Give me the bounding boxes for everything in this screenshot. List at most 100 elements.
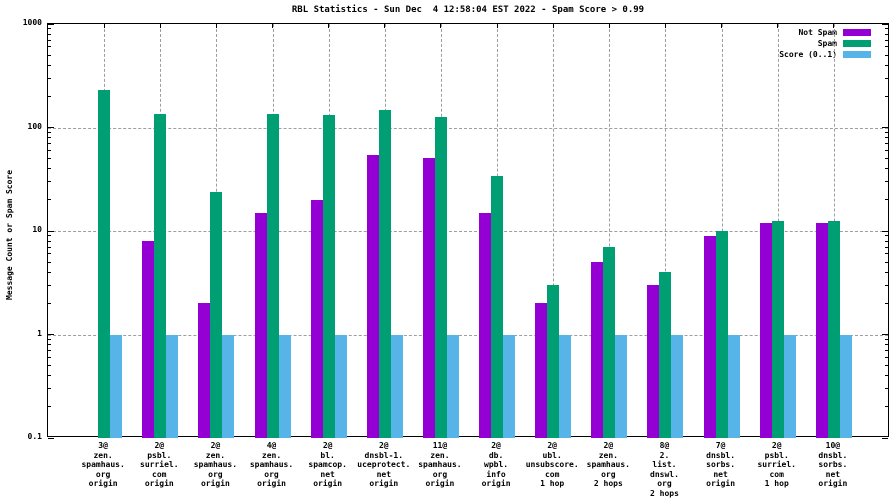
spam-bar xyxy=(715,231,728,438)
legend: Not Spam Spam Score (0..1) xyxy=(779,27,871,60)
x-tick-label-line: org xyxy=(601,469,616,479)
gridline-horizontal xyxy=(48,334,888,336)
x-tick-label: 2@ zen. spamhaus. org 2 hops xyxy=(578,441,638,489)
x-tick-label-line: 8@ xyxy=(659,441,670,450)
y-axis-label: Message Count or Spam Score xyxy=(5,169,14,300)
not-spam-bar xyxy=(535,303,548,438)
y-minor-tick xyxy=(48,181,51,183)
x-tick-label-line: origin xyxy=(313,479,343,488)
x-tick-label-line: origin xyxy=(144,479,174,488)
legend-swatch-not-spam xyxy=(843,29,871,36)
legend-label-score: Score (0..1) xyxy=(779,50,837,59)
not-spam-bar xyxy=(198,303,211,438)
x-tick xyxy=(272,24,274,28)
x-tick-label-line: org xyxy=(657,479,672,488)
y-minor-tick xyxy=(885,143,888,145)
y-minor-tick xyxy=(885,149,888,151)
x-tick-label-line: zen. xyxy=(93,450,113,460)
score-bar xyxy=(615,334,628,438)
y-minor-tick xyxy=(885,344,888,346)
y-tick-label: 1000 xyxy=(22,18,42,27)
gridline-vertical xyxy=(721,24,723,436)
x-tick-label: 2@ dnsbl-1. uceprotect. net origin xyxy=(354,441,414,489)
not-spam-bar xyxy=(479,212,492,438)
x-tick-label: 2@ bl. spamcop. net origin xyxy=(298,441,358,489)
x-tick xyxy=(496,24,498,28)
y-minor-tick xyxy=(48,95,51,97)
y-minor-tick xyxy=(48,158,51,160)
x-tick-label-line: psbl. xyxy=(147,450,172,460)
y-minor-tick xyxy=(48,28,51,30)
spam-bar xyxy=(98,90,111,438)
y-minor-tick xyxy=(885,271,888,273)
x-tick-label-line: com xyxy=(544,469,560,479)
y-tick-label: 1 xyxy=(37,328,42,338)
not-spam-bar xyxy=(703,235,716,438)
spam-bar xyxy=(771,220,784,438)
x-tick-label-line: net xyxy=(713,469,728,479)
not-spam-bar xyxy=(366,155,379,438)
y-minor-tick xyxy=(885,131,888,133)
x-tick-label-line: spamhaus. xyxy=(193,460,238,469)
y-minor-tick xyxy=(885,95,888,97)
y-minor-tick xyxy=(48,284,51,286)
y-minor-tick xyxy=(885,284,888,286)
x-tick-label-line: spamcop. xyxy=(308,460,347,469)
y-major-tick xyxy=(48,23,54,25)
spam-bar xyxy=(659,272,672,438)
x-tick xyxy=(664,24,666,28)
y-minor-tick xyxy=(48,199,51,201)
x-tick-label-line: org xyxy=(264,469,279,479)
x-tick-label: 10@ dnsbl. sorbs. net origin xyxy=(803,441,863,489)
x-tick-label-line: 2@ xyxy=(322,441,333,450)
x-tick-label-line: 2@ xyxy=(210,441,221,450)
y-minor-tick xyxy=(885,375,888,377)
gridline-horizontal xyxy=(48,231,888,232)
x-tick-label-line: surriel. xyxy=(757,460,796,469)
x-tick-label-line: 2@ xyxy=(154,441,165,450)
y-minor-tick xyxy=(48,253,51,255)
y-minor-tick xyxy=(885,246,888,248)
x-tick-label-line: origin xyxy=(481,479,511,488)
y-minor-tick xyxy=(48,246,51,248)
x-tick-label-line: dnsbl. xyxy=(818,450,848,460)
x-tick-label: 3@ zen. spamhaus. org origin xyxy=(73,441,133,489)
y-major-tick xyxy=(48,334,54,335)
y-minor-tick xyxy=(48,137,51,139)
x-tick-label-line: com xyxy=(769,469,784,479)
x-tick-label-line: 2@ xyxy=(547,441,557,450)
gridline-horizontal xyxy=(48,127,888,129)
y-minor-tick xyxy=(48,54,51,56)
x-tick-label: 11@ zen. spamhaus. org origin xyxy=(410,441,470,489)
x-tick xyxy=(103,24,105,28)
not-spam-bar xyxy=(591,262,604,438)
not-spam-bar xyxy=(815,222,828,438)
score-bar xyxy=(559,334,572,438)
y-minor-tick xyxy=(48,344,51,346)
score-bar xyxy=(110,334,123,438)
x-tick-label-line: zen. xyxy=(261,450,282,460)
y-minor-tick xyxy=(885,261,888,263)
y-minor-tick xyxy=(885,253,888,255)
x-tick-label-line: wpbl. xyxy=(484,460,509,469)
x-tick xyxy=(833,24,835,28)
legend-label-spam: Spam xyxy=(817,39,837,48)
y-minor-tick xyxy=(48,302,51,304)
y-minor-tick xyxy=(885,181,888,183)
y-minor-tick xyxy=(48,388,51,390)
spam-bar xyxy=(154,114,167,438)
spam-bar xyxy=(378,109,391,438)
x-tick-label: 2@ zen. spamhaus. org origin xyxy=(185,441,245,489)
x-tick-label-line: zen. xyxy=(430,450,450,460)
x-tick-label-line: bl. xyxy=(320,450,335,460)
y-minor-tick xyxy=(48,406,51,408)
y-tick-label: 0.1 xyxy=(27,432,42,441)
x-tick-label: 7@ dnsbl. sorbs. net origin xyxy=(691,441,751,489)
spam-bar xyxy=(434,117,447,438)
y-tick-label: 100 xyxy=(27,121,42,131)
x-tick-label: 2@ psbl. surriel. com origin xyxy=(129,441,189,489)
legend-swatch-spam xyxy=(843,40,871,47)
x-tick-label-line: 2@ xyxy=(771,441,782,450)
spam-bar xyxy=(603,247,616,438)
y-minor-tick xyxy=(48,365,51,367)
